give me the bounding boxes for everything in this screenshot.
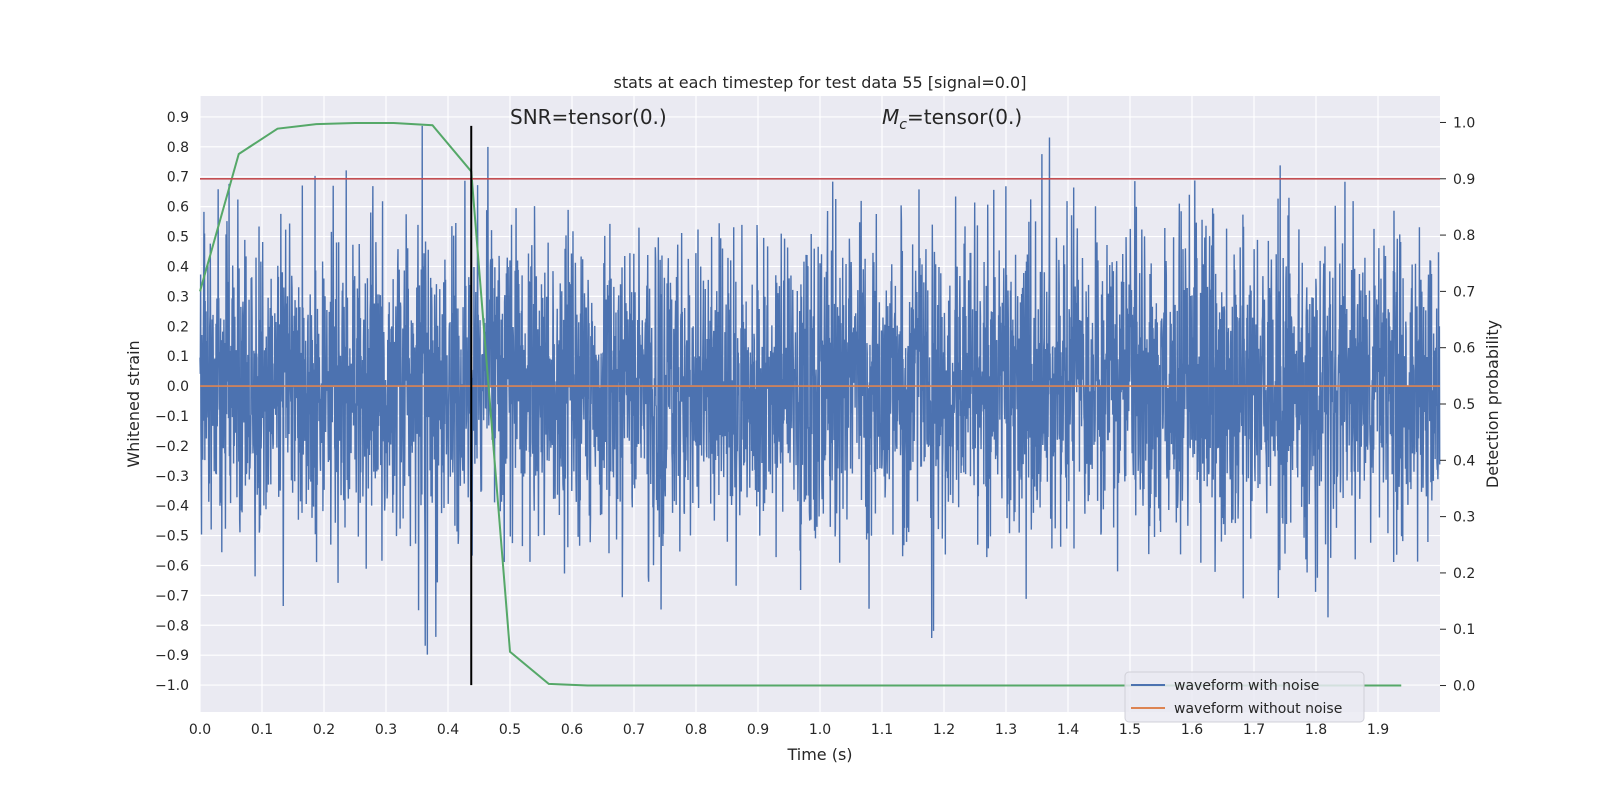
x-tick-label: 1.0 (809, 722, 831, 738)
y-tick-label: 0.2 (167, 319, 189, 335)
y-tick-label: −0.3 (155, 469, 189, 485)
series-waveform-with-noise (199, 125, 1441, 655)
x-tick-label: 0.2 (313, 722, 335, 738)
x-tick-label: 1.8 (1305, 722, 1327, 738)
x-tick-label: 0.0 (189, 722, 211, 738)
mc-suffix: =tensor(0.) (907, 105, 1022, 129)
y2-tick-label: 0.8 (1453, 228, 1475, 244)
x-tick-label: 0.9 (747, 722, 769, 738)
x-tick-label: 0.5 (499, 722, 521, 738)
x-tick-label: 0.3 (375, 722, 397, 738)
y2-tick-label: 1.0 (1453, 115, 1475, 131)
x-tick-label: 1.1 (871, 722, 893, 738)
x-tick-label: 1.5 (1119, 722, 1141, 738)
y-tick-label: −0.9 (155, 648, 189, 664)
y-tick-label: −0.6 (155, 558, 189, 574)
y-tick-label: 0.0 (167, 379, 189, 395)
y-tick-label: −0.7 (155, 588, 189, 604)
x-tick-label: 1.7 (1243, 722, 1265, 738)
y-tick-label: 0.9 (167, 110, 189, 126)
legend: waveform with noise waveform without noi… (1124, 671, 1365, 723)
x-tick-label: 1.4 (1057, 722, 1079, 738)
x-tick-label: 1.9 (1367, 722, 1389, 738)
snr-annotation: SNR=tensor(0.) (510, 105, 667, 129)
y-axis-label: Whitened strain (124, 340, 143, 467)
x-tick-label: 1.3 (995, 722, 1017, 738)
y2-tick-label: 0.9 (1453, 172, 1475, 188)
mc-subscript: c (899, 117, 907, 133)
x-axis-label: Time (s) (786, 745, 852, 764)
x-tick-label: 1.2 (933, 722, 955, 738)
y-tick-label: 0.7 (167, 170, 189, 186)
y-tick-label: 0.6 (167, 200, 189, 216)
y2-axis-label: Detection probability (1483, 320, 1502, 488)
chart-title: stats at each timestep for test data 55 … (614, 73, 1027, 92)
y-tick-label: −0.4 (155, 499, 189, 515)
x-tick-label: 0.8 (685, 722, 707, 738)
y2-tick-label: 0.4 (1453, 453, 1475, 469)
mc-annotation: Mc=tensor(0.) (882, 105, 1022, 133)
x-tick-label: 1.6 (1181, 722, 1203, 738)
y2-tick-label: 0.0 (1453, 679, 1475, 695)
y-tick-label: −1.0 (155, 678, 189, 694)
legend-label-clean: waveform without noise (1174, 701, 1342, 717)
y-tick-label: 0.4 (167, 259, 189, 275)
mc-symbol: M (882, 105, 899, 129)
y-tick-label: 0.8 (167, 140, 189, 156)
y-tick-label: 0.5 (167, 230, 189, 246)
y2-tick-label: 0.7 (1453, 284, 1475, 300)
y2-tick-label: 0.5 (1453, 397, 1475, 413)
x-tick-label: 0.7 (623, 722, 645, 738)
y-tick-label: −0.5 (155, 529, 189, 545)
x-tick-label: 0.1 (251, 722, 273, 738)
y-tick-label: 0.1 (167, 349, 189, 365)
legend-box (1124, 671, 1365, 723)
x-tick-label: 0.4 (437, 722, 459, 738)
x-tick-label: 0.6 (561, 722, 583, 738)
y-tick-label: −0.2 (155, 439, 189, 455)
ticks-layer: 0.0 0.1 0.2 0.3 0.4 0.5 0.6 0.7 0.8 0.9 1.0 1.1 1.2 1… (155, 110, 1475, 738)
y2-tick-label: 0.3 (1453, 510, 1475, 526)
legend-label-noise: waveform with noise (1174, 678, 1319, 694)
y2-tick-label: 0.6 (1453, 341, 1475, 357)
y-tick-label: −0.1 (155, 409, 189, 425)
noise-waveform-layer (199, 125, 1441, 655)
y-tick-label: 0.3 (167, 289, 189, 305)
y2-tick-label: 0.1 (1453, 622, 1475, 638)
y-tick-label: −0.8 (155, 618, 189, 634)
y2-tick-label: 0.2 (1453, 566, 1475, 582)
